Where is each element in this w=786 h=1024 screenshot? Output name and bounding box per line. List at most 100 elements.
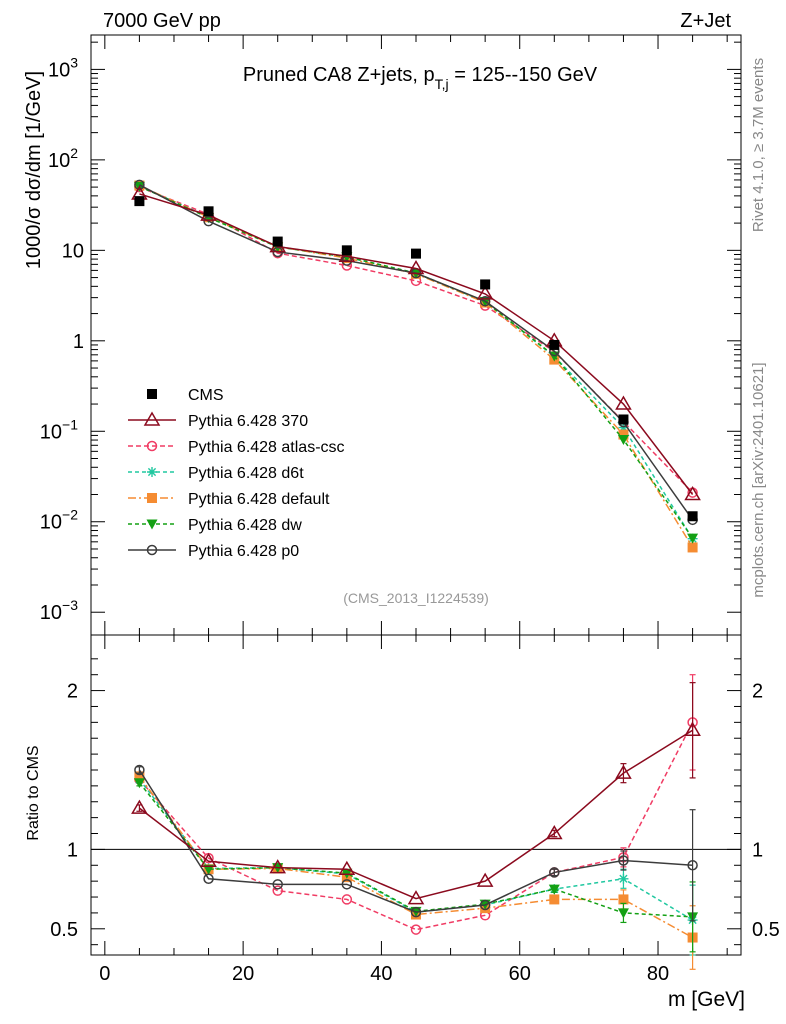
ratio-point-p0 <box>272 879 283 890</box>
mcplots-label: mcplots.cern.ch [arXiv:2401.10621] <box>750 362 767 597</box>
main-ytick-label: 1 <box>73 331 84 353</box>
ratio-plot: 0.5 0.51 12 20 20 40 60 80 Ratio to CMS m [GeV] <box>25 634 780 1011</box>
point-default <box>687 542 698 553</box>
point-cms <box>134 196 145 207</box>
ratio-point-p370 <box>615 764 632 779</box>
ratio-point-default <box>549 894 560 905</box>
ratio-point-d6t <box>618 873 629 884</box>
legend-item-cms: CMS <box>147 387 224 404</box>
header-left: 7000 GeV pp <box>103 10 221 32</box>
ratio-point-p370 <box>269 859 287 874</box>
point-cms <box>549 339 560 350</box>
legend-label: CMS <box>188 387 224 404</box>
ratio-point-dw <box>203 864 215 875</box>
ratio-point-p370 <box>545 825 563 840</box>
ratio-ytick-label-right: 2 <box>752 681 763 703</box>
point-cms <box>341 245 352 256</box>
ratio-point-atlas <box>341 894 353 905</box>
series-line-dw <box>139 185 694 539</box>
legend-item-p0: Pythia 6.428 p0 <box>128 543 299 560</box>
legend-marker <box>146 519 158 530</box>
ratio-ytick-label-right: 0.5 <box>752 919 780 941</box>
point-p0 <box>203 215 214 227</box>
legend-label: Pythia 6.428 p0 <box>188 543 299 560</box>
main-ylabel: 1000/σ dσ/dm [1/GeV] <box>23 71 45 269</box>
main-ytick-label: 103 <box>48 54 78 81</box>
ratio-point-atlas <box>272 885 283 896</box>
ratio-point-p370 <box>407 890 425 905</box>
ratio-line-default <box>138 775 693 939</box>
ratio-point-p0 <box>341 879 353 890</box>
ratio-point-p370 <box>338 860 356 875</box>
ratio-point-p370 <box>476 872 494 887</box>
legend-label: Pythia 6.428 370 <box>188 413 308 430</box>
ratio-point-atlas <box>410 924 422 935</box>
legend-item-d6t: Pythia 6.428 d6t <box>128 465 304 482</box>
ratio-xtick-label: 0 <box>99 963 110 985</box>
point-d6t <box>618 422 629 433</box>
ratio-point-p0 <box>134 764 145 776</box>
rivet-label: Rivet 4.1.0, ≥ 3.7M events <box>750 58 767 232</box>
main-ytick-label: 10−2 <box>40 507 78 534</box>
point-p370 <box>615 395 632 410</box>
legend-item-default: Pythia 6.428 default <box>128 491 330 508</box>
ratio-line-p0 <box>138 769 693 913</box>
ratio-line-p370 <box>138 729 693 900</box>
ratio-point-dw <box>133 778 145 789</box>
ratio-xtick-label: 20 <box>232 963 254 985</box>
legend-label: Pythia 6.428 dw <box>188 517 302 534</box>
plot-title: Pruned CA8 Z+jets, pT,j = 125--150 GeV <box>243 64 598 92</box>
ratio-point-p0 <box>687 860 698 871</box>
main-plot: 10−3 10−2 10−1 1 10 102 103 Pruned CA8 Z+jets,… <box>23 34 742 636</box>
series-d6t <box>134 181 698 544</box>
legend-item-p370: Pythia 6.428 370 <box>128 411 308 430</box>
ratio-point-default <box>134 771 145 782</box>
ratio-xtick-label: 60 <box>509 963 531 985</box>
series-cms <box>134 196 698 522</box>
ratio-ytick-label-left: 2 <box>67 681 78 703</box>
ratio-point-p0 <box>549 867 560 878</box>
ratio-point-p370 <box>684 721 701 737</box>
main-ytick-label: 10 <box>62 240 84 262</box>
analysis-id: (CMS_2013_I1224539) <box>343 590 489 606</box>
ratio-point-p0 <box>203 873 214 885</box>
header-right: Z+Jet <box>680 10 731 32</box>
ratio-point-p0 <box>618 855 629 866</box>
legend-marker <box>147 389 157 399</box>
point-p370 <box>476 285 494 300</box>
legend-label: Pythia 6.428 default <box>188 491 330 508</box>
legend-label: Pythia 6.428 d6t <box>188 465 304 482</box>
legend-marker <box>146 544 158 556</box>
point-dw <box>687 533 699 544</box>
ratio-point-dw <box>548 884 560 895</box>
point-cms <box>203 206 214 217</box>
point-dw <box>617 435 629 446</box>
point-cms <box>687 511 698 522</box>
point-default <box>618 429 629 440</box>
point-p0 <box>134 179 145 191</box>
ratio-series-d6t <box>134 774 698 956</box>
series-dw <box>133 181 699 544</box>
legend: CMS Pythia 6.428 370 Pythia 6.428 atlas-cs… <box>128 387 345 560</box>
ratio-line-dw <box>138 782 693 918</box>
legend-marker <box>147 467 157 477</box>
point-cms <box>411 248 421 259</box>
ratio-series-p0 <box>134 764 698 922</box>
legend-marker <box>147 493 157 503</box>
ratio-ytick-label-left: 0.5 <box>50 919 78 941</box>
ratio-xtick-label: 40 <box>370 963 392 985</box>
ratio-point-default <box>618 894 629 905</box>
legend-marker <box>146 440 158 452</box>
point-p0 <box>479 295 491 307</box>
ratio-point-p0 <box>479 899 491 911</box>
point-p370 <box>407 260 425 275</box>
ratio-point-p370 <box>200 852 217 868</box>
point-cms <box>272 236 283 247</box>
ratio-ytick-label-left: 1 <box>67 839 78 861</box>
ratio-point-p370 <box>131 799 148 814</box>
legend-label: Pythia 6.428 atlas-csc <box>188 439 345 456</box>
legend-item-atlas: Pythia 6.428 atlas-csc <box>128 439 345 456</box>
ratio-point-dw <box>617 908 629 919</box>
x-axis-label: m [GeV] <box>668 988 745 1011</box>
